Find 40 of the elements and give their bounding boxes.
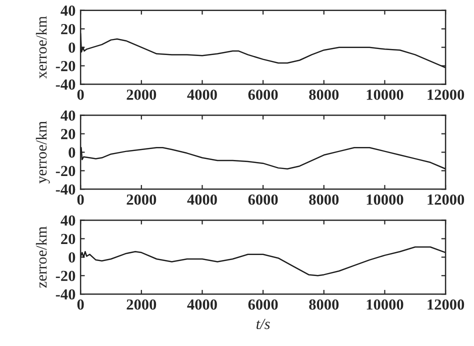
x-tick-label: 0	[77, 194, 84, 205]
x-tick-label: 10000	[366, 194, 404, 205]
x-tick-label: 12000	[428, 299, 464, 310]
x-tick-label: 12000	[428, 90, 464, 100]
y-tick-label: -20	[56, 60, 76, 72]
y-axis-title: xerroe/km	[36, 16, 47, 79]
y-tick-label: -40	[56, 79, 76, 90]
y-tick-label: 0	[68, 252, 76, 263]
x-tick-label: 4000	[187, 90, 217, 100]
y-tick-label: 0	[68, 42, 76, 53]
x-axis-title: t/s	[256, 318, 270, 330]
x-tick-label: 6000	[248, 299, 278, 310]
y-tick-label: -40	[56, 289, 76, 300]
x-tick-label: 6000	[248, 90, 278, 100]
x-tick-label: 2000	[126, 90, 156, 100]
y-axis-title: yerroe/km	[36, 121, 50, 184]
x-tick-label: 10000	[366, 299, 404, 310]
y-tick-label: -20	[56, 166, 76, 176]
y-tick-label: 40	[60, 215, 76, 226]
x-tick-label: 8000	[309, 299, 339, 310]
y-tick-label: 20	[61, 24, 76, 34]
x-tick-label: 4000	[187, 299, 217, 310]
y-tick-label: 20	[61, 234, 76, 244]
x-tick-label: 8000	[309, 194, 339, 205]
y-tick-label: -40	[56, 184, 76, 195]
x-tick-label: 0	[77, 299, 84, 310]
x-tick-label: 4000	[187, 194, 217, 205]
y-axis-title: zerroe/km	[36, 226, 47, 288]
x-tick-label: 2000	[126, 299, 156, 310]
x-tick-label: 6000	[248, 194, 278, 205]
y-tick-label: 0	[68, 147, 76, 158]
x-tick-label: 12000	[428, 194, 464, 205]
y-tick-label: 40	[60, 6, 76, 16]
y-tick-label: 40	[60, 110, 76, 121]
x-tick-label: 10000	[366, 90, 404, 100]
x-tick-label: 8000	[309, 90, 339, 100]
x-tick-label: 2000	[126, 194, 156, 205]
y-tick-label: -20	[56, 270, 76, 282]
y-tick-label: 20	[61, 128, 76, 140]
x-tick-label: 0	[77, 90, 84, 100]
